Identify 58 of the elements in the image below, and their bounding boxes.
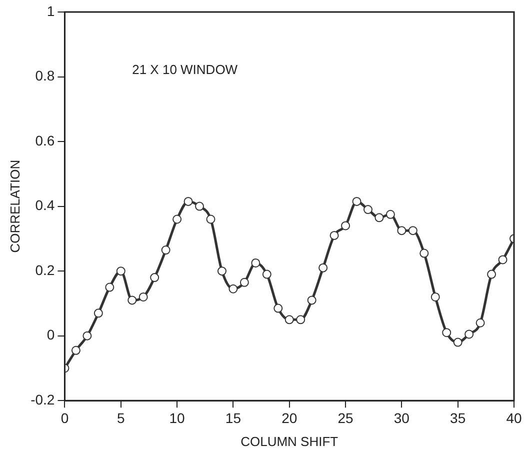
x-tick-label: 40 <box>506 410 522 426</box>
point <box>184 196 193 206</box>
point <box>94 308 103 318</box>
point <box>498 255 508 264</box>
point <box>397 226 406 236</box>
point <box>138 292 148 302</box>
point <box>464 330 474 339</box>
point <box>161 246 170 255</box>
point <box>374 213 384 222</box>
point <box>453 338 462 347</box>
point <box>341 221 350 230</box>
point <box>240 278 249 287</box>
annotation: 21 X 10 WINDOW <box>132 62 238 77</box>
point <box>442 328 452 338</box>
x-tick-label: 35 <box>450 410 466 426</box>
point <box>105 282 114 292</box>
point <box>352 196 362 206</box>
point <box>363 205 372 214</box>
point <box>217 266 226 276</box>
point <box>71 346 80 355</box>
y-tick-label: 0.2 <box>35 262 55 278</box>
x-tick-label: 25 <box>338 410 354 426</box>
x-tick-label: 5 <box>116 410 125 426</box>
y-tick-label: 0.4 <box>35 197 55 214</box>
point <box>307 296 316 305</box>
point <box>150 273 160 282</box>
y-tick-label: 1 <box>46 2 55 19</box>
point <box>172 214 182 224</box>
x-tick-label: 30 <box>394 410 410 426</box>
point <box>195 202 204 211</box>
point <box>386 210 395 219</box>
point <box>251 258 260 268</box>
point <box>420 248 429 258</box>
x-tick-label: 15 <box>225 410 242 426</box>
x-tick-label: 0 <box>60 410 69 426</box>
point <box>128 296 137 305</box>
y-tick-label: -0.2 <box>30 391 55 408</box>
point <box>82 331 92 340</box>
y-tick-label: 0.8 <box>35 68 55 84</box>
point <box>206 214 216 224</box>
point <box>228 284 238 294</box>
point <box>430 292 440 302</box>
point <box>274 304 283 313</box>
x-axis-title: COLUMN SHIFT <box>240 434 338 449</box>
point <box>262 270 272 279</box>
point <box>284 315 294 324</box>
point <box>408 226 418 236</box>
y-axis-title: CORRELATION <box>7 160 22 253</box>
point <box>330 230 339 240</box>
point <box>476 318 485 328</box>
point <box>296 315 306 324</box>
point <box>318 263 328 272</box>
point <box>487 270 496 279</box>
x-tick-label: 20 <box>282 410 298 426</box>
x-tick-label: 10 <box>169 410 186 426</box>
y-tick-label: 0 <box>46 326 55 343</box>
point <box>116 266 126 276</box>
y-tick-label: 0.6 <box>35 132 55 148</box>
